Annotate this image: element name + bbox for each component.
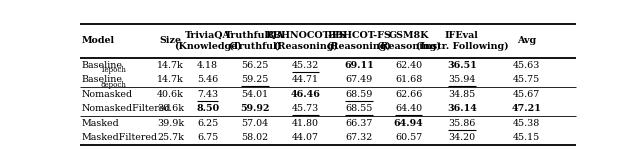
Text: NomaskedFiltered: NomaskedFiltered [82,104,172,113]
Text: 39.9k: 39.9k [157,119,184,128]
Text: BBHNOCOT-FS
(Reasoning): BBHNOCOT-FS (Reasoning) [266,31,346,51]
Text: 45.38: 45.38 [513,119,540,128]
Text: 66.37: 66.37 [346,119,372,128]
Text: 7.43: 7.43 [197,90,218,99]
Text: 45.75: 45.75 [513,75,540,84]
Text: 41.80: 41.80 [292,119,319,128]
Text: 8epoch: 8epoch [100,81,127,89]
Text: 59.92: 59.92 [240,104,269,113]
Text: 25.7k: 25.7k [157,133,184,142]
Text: 46.46: 46.46 [291,90,321,99]
Text: 67.32: 67.32 [346,133,372,142]
Text: 34.20: 34.20 [449,133,476,142]
Text: 14.7k: 14.7k [157,75,184,84]
Text: 35.94: 35.94 [448,75,476,84]
Text: 62.40: 62.40 [395,61,422,70]
Text: 56.25: 56.25 [241,61,269,70]
Text: Model: Model [82,36,115,45]
Text: Nomasked: Nomasked [82,90,133,99]
Text: 40.6k: 40.6k [157,90,184,99]
Text: 57.04: 57.04 [241,119,268,128]
Text: 61.68: 61.68 [395,75,422,84]
Text: 34.85: 34.85 [448,90,476,99]
Text: 58.02: 58.02 [241,133,268,142]
Text: 62.66: 62.66 [395,90,422,99]
Text: 14.7k: 14.7k [157,61,184,70]
Text: 64.94: 64.94 [394,119,424,128]
Text: Baseline: Baseline [82,75,123,84]
Text: 64.40: 64.40 [395,104,422,113]
Text: 68.55: 68.55 [346,104,372,113]
Text: 60.57: 60.57 [395,133,422,142]
Text: 69.11: 69.11 [344,61,374,70]
Text: MaskedFiltered: MaskedFiltered [82,133,158,142]
Text: Masked: Masked [82,119,120,128]
Text: 1epoch: 1epoch [100,66,127,74]
Text: 59.25: 59.25 [241,75,269,84]
Text: 35.86: 35.86 [448,119,476,128]
Text: 45.67: 45.67 [513,90,540,99]
Text: 36.14: 36.14 [447,104,477,113]
Text: 44.71: 44.71 [292,75,319,84]
Text: Avg: Avg [517,36,536,45]
Text: 45.32: 45.32 [292,61,319,70]
Text: 45.15: 45.15 [513,133,540,142]
Text: 45.63: 45.63 [513,61,540,70]
Text: 30.6k: 30.6k [157,104,184,113]
Text: 45.73: 45.73 [292,104,319,113]
Text: 47.21: 47.21 [511,104,541,113]
Text: Size: Size [159,36,182,45]
Text: BBHCOT-FS
(Reasoning): BBHCOT-FS (Reasoning) [326,31,392,51]
Text: 4.18: 4.18 [197,61,218,70]
Text: TriviaQA
(Knowledge): TriviaQA (Knowledge) [174,31,241,51]
Text: 68.59: 68.59 [346,90,372,99]
Text: 44.07: 44.07 [292,133,319,142]
Text: TruthfulQA
(Truthful): TruthfulQA (Truthful) [225,31,285,51]
Text: GSM8K
(Reasoning): GSM8K (Reasoning) [376,31,441,51]
Text: 8.50: 8.50 [196,104,220,113]
Text: 6.25: 6.25 [197,119,218,128]
Text: 6.75: 6.75 [197,133,218,142]
Text: 36.51: 36.51 [447,61,477,70]
Text: 67.49: 67.49 [346,75,372,84]
Text: IFEval
(Instr. Following): IFEval (Instr. Following) [415,31,508,51]
Text: 54.01: 54.01 [241,90,268,99]
Text: Baseline: Baseline [82,61,123,70]
Text: 5.46: 5.46 [197,75,218,84]
